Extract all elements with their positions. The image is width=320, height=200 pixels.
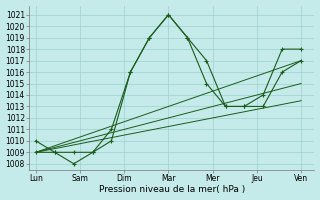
X-axis label: Pression niveau de la mer( hPa ): Pression niveau de la mer( hPa ): [99, 185, 245, 194]
